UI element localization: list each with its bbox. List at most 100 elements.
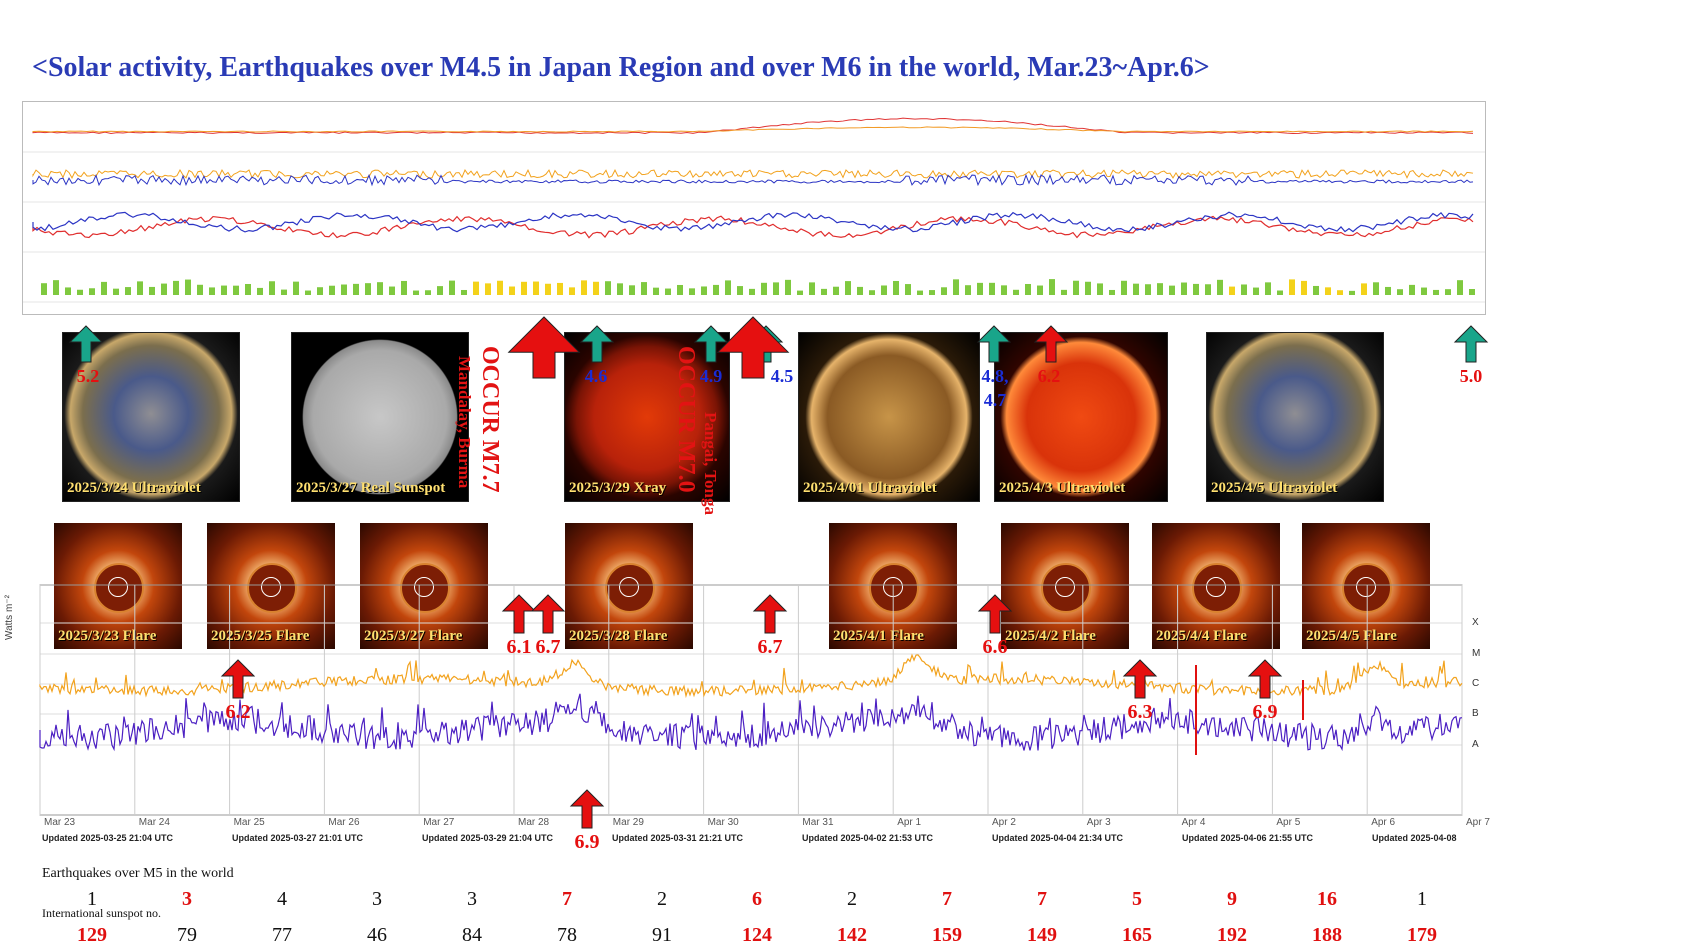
xray-day-tick: Mar 26 <box>328 817 360 828</box>
earthquake-count: 1 <box>87 888 97 910</box>
earthquake-count: 7 <box>1037 888 1047 910</box>
proton-flux-line-2 <box>32 126 1474 133</box>
kp-index-bar <box>413 290 419 295</box>
solar-image-caption: 2025/3/29 Xray <box>569 480 667 496</box>
kp-index-bar <box>809 282 815 295</box>
top-magnitude-label: 6.2 <box>1037 366 1061 386</box>
sunspot-number: 192 <box>1217 924 1247 946</box>
quake-arrow <box>501 594 537 634</box>
xray-day-tick: Mar 29 <box>612 817 644 828</box>
kp-index-bar <box>749 288 755 295</box>
kp-index-bar <box>1241 284 1247 295</box>
major-quake-arrow <box>507 316 581 379</box>
kp-index-bar <box>941 287 947 295</box>
kp-index-bar <box>41 283 47 295</box>
sun-outline <box>1055 577 1075 597</box>
top-magnitude-label: 4.5 <box>770 366 794 386</box>
xray-day-tick: Apr 6 <box>1371 817 1396 828</box>
quake-arrow <box>977 594 1013 634</box>
flare-image-caption: 2025/4/4 Flare <box>1156 628 1247 644</box>
kp-index-bar <box>137 281 143 295</box>
kp-index-bar <box>521 281 527 295</box>
kp-index-bar <box>281 289 287 295</box>
kp-index-bar <box>881 285 887 295</box>
sunspot-number: 124 <box>742 924 772 946</box>
kp-index-bar <box>89 288 95 295</box>
sunspot-number: 84 <box>462 924 482 946</box>
solar-image-caption: 2025/3/24 Ultraviolet <box>67 480 201 496</box>
kp-index-bar <box>1385 286 1391 295</box>
kp-index-bar <box>1025 283 1031 295</box>
kp-index-bar <box>113 288 119 295</box>
flare-image-caption: 2025/3/25 Flare <box>211 628 310 644</box>
kp-index-bar <box>1133 283 1139 295</box>
magnetometer-line-1 <box>32 215 1474 239</box>
kp-index-bar <box>509 286 515 295</box>
sunspot-number: 165 <box>1122 924 1152 946</box>
kp-index-bar <box>257 287 263 295</box>
kp-index-bar <box>1109 289 1115 295</box>
kp-event-arrow-red <box>1033 325 1069 363</box>
sun-outline <box>619 577 639 597</box>
earthquake-count: 7 <box>562 888 572 910</box>
flare-image: 2025/4/1 Flare <box>829 523 957 649</box>
kp-index-bar <box>1157 283 1163 295</box>
kp-index-bar <box>1145 284 1151 295</box>
earthquakes-label: Earthquakes over M5 in the world <box>42 866 234 881</box>
goes-flux-panel <box>22 101 1486 315</box>
event-occur-m70: OCCUR M7.0 <box>673 346 699 493</box>
kp-index-bar <box>461 289 467 295</box>
solar-image-caption: 2025/3/27 Real Sunspot <box>296 480 446 496</box>
top-magnitude-label: 5.0 <box>1459 366 1483 386</box>
kp-index-bar <box>869 290 875 295</box>
kp-index-bar <box>533 281 539 295</box>
goes-flux-plot <box>23 117 1485 303</box>
kp-index-bar <box>1037 285 1043 295</box>
flare-image-caption: 2025/4/5 Flare <box>1306 628 1397 644</box>
sun-outline <box>414 577 434 597</box>
kp-index-bar <box>173 280 179 295</box>
xray-class-label: A <box>1472 739 1479 750</box>
kp-index-bar <box>1289 279 1295 295</box>
kp-index-bar <box>1217 279 1223 295</box>
kp-index-bar <box>1253 287 1259 295</box>
kp-index-bar <box>197 284 203 295</box>
sunspot-number: 142 <box>837 924 867 946</box>
xray-updated-timestamp: Updated 2025-04-02 21:53 UTC <box>802 833 934 843</box>
electron-flux-line-2 <box>32 173 1474 187</box>
sunspot-number: 129 <box>77 924 107 946</box>
kp-index-bar <box>149 286 155 295</box>
kp-index-bar <box>1373 282 1379 295</box>
kp-index-bar <box>821 288 827 295</box>
xray-updated-timestamp: Updated 2025-03-27 21:01 UTC <box>232 833 364 843</box>
solar-image-caption: 2025/4/5 Ultraviolet <box>1211 480 1338 496</box>
bottom-magnitude-label: 6.6 <box>982 636 1008 658</box>
sunspot-number: 159 <box>932 924 962 946</box>
magnetometer-line-2 <box>32 211 1474 233</box>
event-place-tonga: Pangai, Tonga <box>701 412 720 515</box>
xray-class-label: M <box>1472 648 1481 659</box>
top-magnitude-label: 4.9 <box>699 366 723 386</box>
kp-index-bar <box>845 281 851 295</box>
kp-index-bar <box>653 287 659 295</box>
kp-event-arrow <box>693 325 729 363</box>
xray-day-tick: Mar 23 <box>44 817 76 828</box>
kp-index-bar <box>1277 290 1283 295</box>
kp-index-bar <box>1397 289 1403 295</box>
kp-index-bar <box>1301 280 1307 295</box>
earthquake-count: 6 <box>752 888 762 910</box>
kp-index-bar <box>1049 279 1055 295</box>
earthquake-count: 9 <box>1227 888 1237 910</box>
kp-index-bar <box>221 285 227 295</box>
event-place-burma: Mandalay, Burma <box>455 356 474 489</box>
kp-index-bar <box>233 285 239 295</box>
kp-index-bar <box>437 286 443 295</box>
kp-index-bar <box>77 289 83 295</box>
bottom-magnitude-label: 6.7 <box>535 636 561 658</box>
xray-day-tick: Apr 2 <box>992 817 1016 828</box>
solar-image: 2025/4/5 Ultraviolet <box>1206 332 1384 502</box>
kp-index-bar <box>1061 289 1067 295</box>
kp-index-bar <box>953 279 959 295</box>
solar-image: 2025/4/01 Ultraviolet <box>798 332 980 502</box>
flare-image-caption: 2025/4/1 Flare <box>833 628 924 644</box>
